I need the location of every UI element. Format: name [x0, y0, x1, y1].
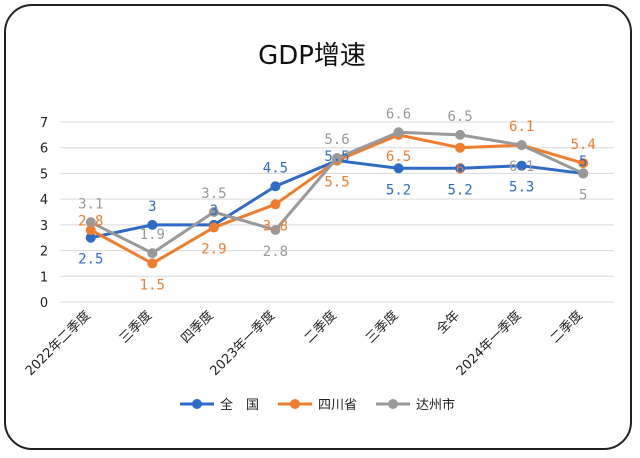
y-tick-label: 6 [40, 142, 48, 157]
legend-label: 四川省 [318, 398, 357, 413]
data-point [393, 163, 404, 174]
y-tick-label: 0 [40, 296, 48, 311]
data-point [516, 140, 527, 151]
y-tick-label: 4 [40, 193, 48, 208]
data-label: 4.5 [263, 160, 288, 176]
y-tick-label: 1 [40, 270, 48, 285]
data-point [147, 219, 158, 230]
data-label: 6.1 [509, 159, 534, 175]
legend: 全 国 四川省 达州市 [180, 397, 455, 413]
legend-label: 全 国 [220, 397, 259, 413]
data-label: 5.3 [509, 180, 534, 196]
data-point [270, 225, 281, 235]
data-point [147, 258, 158, 269]
chart-title: GDP增速 [258, 41, 366, 71]
data-point [85, 225, 96, 235]
data-label: 5 [579, 187, 587, 203]
y-tick-label: 2 [40, 245, 48, 260]
data-point [393, 127, 404, 138]
y-tick-label: 5 [40, 167, 48, 182]
x-tick-label: 三季度 [116, 308, 155, 347]
data-point [455, 142, 466, 153]
x-tick-label: 2022年二季度 [22, 308, 93, 379]
data-point [147, 248, 158, 259]
data-label: 5.5 [324, 149, 349, 165]
x-tick-label: 全年 [433, 308, 463, 338]
x-tick-label: 四季度 [178, 308, 217, 347]
legend-marker [192, 399, 202, 409]
data-label: 3.5 [201, 186, 226, 202]
data-label: 3 [148, 199, 156, 215]
data-label: 5 [579, 154, 587, 170]
data-point [85, 232, 96, 243]
data-label: 6.5 [386, 149, 411, 165]
data-label: 6.5 [447, 109, 472, 125]
data-point [516, 160, 527, 171]
data-label: 3.1 [78, 196, 103, 212]
y-axis: 0 1 2 3 4 5 6 7 [40, 116, 48, 311]
legend-marker [388, 399, 398, 409]
data-label: 2.5 [78, 252, 103, 268]
data-label: 5.2 [447, 182, 472, 198]
series-layer [85, 127, 589, 269]
x-tick-label: 二季度 [301, 308, 340, 347]
data-label: 2.9 [201, 241, 226, 257]
data-point [332, 153, 342, 163]
data-point [578, 158, 589, 169]
data-label: 5.4 [571, 137, 596, 153]
x-tick-label: 2024年一季度 [453, 308, 524, 379]
data-point [85, 217, 96, 228]
data-label: 6 [456, 162, 464, 178]
x-tick-label: 三季度 [362, 308, 401, 347]
data-point [455, 129, 466, 140]
data-point [578, 168, 589, 179]
data-labels: 3.12.82.531.91.53.532.94.53.82.85.65.55.… [78, 106, 596, 293]
data-label: 5.2 [386, 182, 411, 198]
x-tick-label: 2023年一季度 [207, 308, 278, 379]
data-point [455, 163, 466, 174]
data-label: 6.6 [386, 106, 411, 122]
legend-marker [290, 399, 300, 409]
data-point [270, 181, 281, 192]
data-label: 5.5 [324, 175, 349, 191]
data-point [208, 207, 219, 217]
data-point [208, 222, 219, 233]
y-tick-label: 3 [40, 219, 48, 234]
data-label: 6.1 [509, 119, 534, 135]
data-label: 2.8 [263, 244, 288, 260]
data-label: 5.6 [324, 132, 349, 148]
data-label: 2.8 [78, 213, 103, 229]
chart-frame [4, 4, 632, 450]
data-label: 1.9 [140, 227, 165, 243]
data-label: 3.8 [263, 218, 288, 234]
data-label: 3 [210, 203, 218, 219]
legend-label: 达州市 [416, 397, 455, 413]
data-label: 1.5 [140, 277, 165, 293]
x-tick-label: 二季度 [547, 308, 586, 347]
data-point [270, 199, 281, 210]
y-tick-label: 7 [40, 116, 48, 131]
